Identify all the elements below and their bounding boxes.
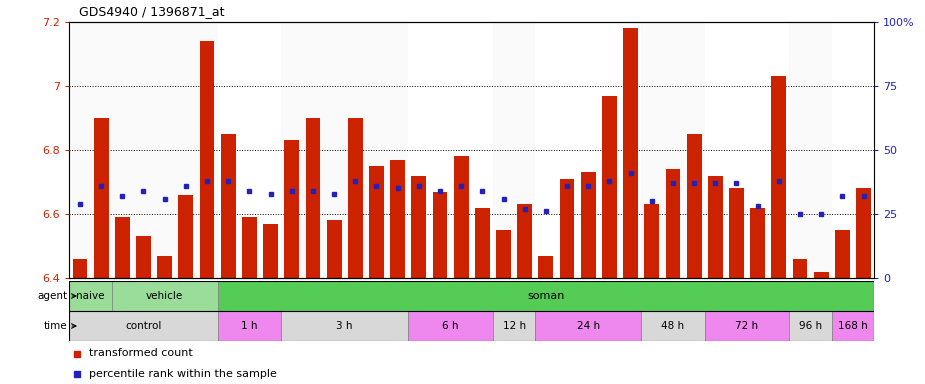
Bar	[857, 189, 871, 278]
Text: 1 h: 1 h	[241, 321, 258, 331]
Bar	[263, 223, 278, 278]
Bar	[793, 259, 808, 278]
Bar	[641, 311, 705, 341]
Bar	[645, 204, 660, 278]
Bar	[560, 179, 574, 278]
Bar	[281, 311, 408, 341]
Text: 72 h: 72 h	[735, 321, 758, 331]
Text: 24 h: 24 h	[576, 321, 599, 331]
Text: agent: agent	[37, 291, 68, 301]
Text: 48 h: 48 h	[661, 321, 684, 331]
Bar	[157, 256, 172, 278]
Bar	[623, 28, 638, 278]
Bar	[200, 41, 215, 278]
Text: GDS4940 / 1396871_at: GDS4940 / 1396871_at	[79, 5, 224, 18]
Bar	[327, 220, 341, 278]
Bar	[789, 311, 832, 341]
Bar	[496, 230, 511, 278]
Bar	[771, 76, 786, 278]
Text: 168 h: 168 h	[838, 321, 868, 331]
Bar	[686, 134, 701, 278]
Bar	[493, 22, 536, 278]
Bar	[835, 230, 850, 278]
Bar	[517, 204, 532, 278]
Bar	[475, 208, 489, 278]
Text: 12 h: 12 h	[502, 321, 525, 331]
Bar	[789, 22, 832, 278]
Bar	[538, 256, 553, 278]
Bar	[136, 237, 151, 278]
Bar	[493, 311, 536, 341]
Bar	[433, 192, 448, 278]
Text: 96 h: 96 h	[799, 321, 822, 331]
Bar	[305, 118, 320, 278]
Bar	[581, 172, 596, 278]
Bar	[217, 311, 281, 341]
Bar	[69, 311, 217, 341]
Bar	[454, 156, 469, 278]
Bar	[72, 259, 87, 278]
Bar	[750, 208, 765, 278]
Text: vehicle: vehicle	[146, 291, 183, 301]
Bar	[284, 141, 299, 278]
Bar	[814, 271, 829, 278]
Text: 3 h: 3 h	[337, 321, 353, 331]
Bar	[665, 169, 681, 278]
Bar	[179, 195, 193, 278]
Bar	[641, 22, 705, 278]
Text: transformed count: transformed count	[90, 349, 193, 359]
Bar	[536, 311, 641, 341]
Bar	[602, 96, 617, 278]
Bar	[93, 118, 108, 278]
Bar	[69, 281, 112, 311]
Bar	[115, 217, 130, 278]
Bar	[832, 311, 874, 341]
Bar	[408, 311, 493, 341]
Bar	[348, 118, 363, 278]
Text: soman: soman	[527, 291, 564, 301]
Bar	[112, 281, 217, 311]
Bar	[705, 311, 789, 341]
Bar	[69, 22, 217, 278]
Bar	[242, 217, 257, 278]
Text: 6 h: 6 h	[442, 321, 459, 331]
Bar	[729, 189, 744, 278]
Bar	[369, 166, 384, 278]
Text: naive: naive	[76, 291, 105, 301]
Bar	[708, 175, 722, 278]
Bar	[217, 281, 874, 311]
Bar	[281, 22, 408, 278]
Bar	[412, 175, 426, 278]
Text: control: control	[125, 321, 162, 331]
Text: percentile rank within the sample: percentile rank within the sample	[90, 369, 278, 379]
Text: time: time	[43, 321, 68, 331]
Bar	[221, 134, 236, 278]
Bar	[390, 160, 405, 278]
